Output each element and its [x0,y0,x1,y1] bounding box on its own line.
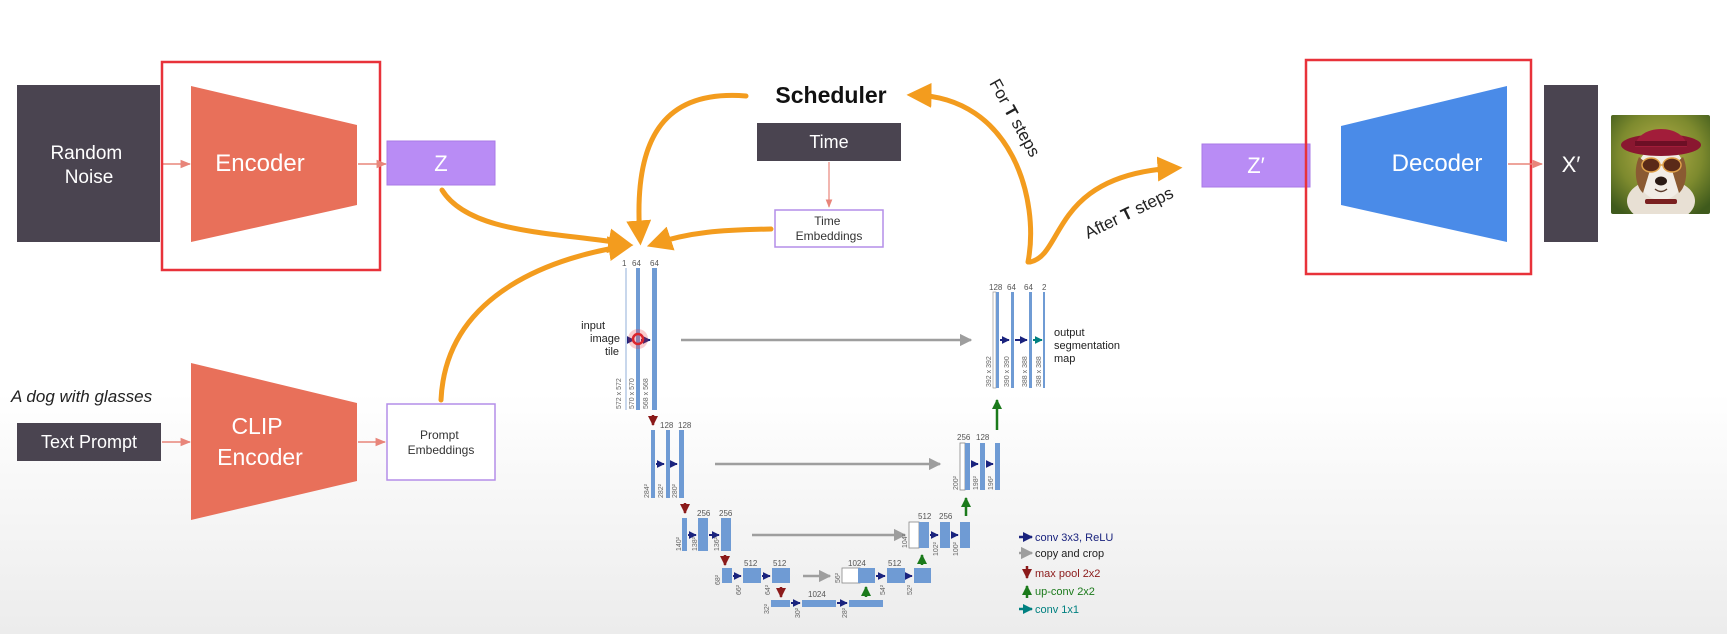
legend-conv-label: conv 3x3, ReLU [1035,532,1113,544]
z-prime-label: Z′ [1247,153,1265,178]
svg-text:570 x 570: 570 x 570 [629,378,636,409]
svg-text:66²: 66² [736,584,743,595]
svg-text:388 x 388: 388 x 388 [1036,356,1043,387]
svg-text:568 x 568: 568 x 568 [643,378,650,409]
unet-u3-channel-labels: 512 256 [918,512,953,521]
svg-text:56²: 56² [835,572,842,583]
random-noise-box [17,85,160,242]
svg-text:280²: 280² [672,483,679,498]
x-prime-box [1544,85,1598,242]
time-embeddings-to-unet-arrow [646,226,774,251]
svg-text:284²: 284² [644,483,651,498]
prompt-caption: A dog with glasses [10,387,153,406]
clip-encoder-trapezoid [191,363,357,520]
svg-text:102²: 102² [933,541,940,556]
unet-bottom-channel-label: 1024 [808,590,826,599]
output-segmentation-map-label: output segmentation map [1054,327,1120,365]
svg-text:136²: 136² [714,536,721,551]
prompt-embeddings-label: Prompt Embeddings [408,428,475,457]
svg-text:32²: 32² [764,603,771,614]
unet-l1-size-labels: 572 x 572 570 x 570 568 x 568 [616,378,650,409]
svg-text:28²: 28² [842,607,849,618]
svg-text:54²: 54² [880,584,887,595]
dog-photo-svg [1611,115,1710,214]
svg-text:388 x 388: 388 x 388 [1022,356,1029,387]
random-noise-label: Random Noise [50,143,127,188]
prompt-embeddings-to-unet-arrow [438,236,634,403]
svg-text:282²: 282² [658,483,665,498]
svg-text:138²: 138² [692,536,699,551]
dog-with-glasses-photo [1611,115,1710,214]
time-embeddings-label: Time Embeddings [796,214,863,243]
svg-text:68²: 68² [715,574,722,585]
unet-u4-channel-labels: 1024 512 [848,559,902,568]
svg-text:104²: 104² [902,533,909,548]
svg-text:64²: 64² [765,584,772,595]
unet-legend: conv 3x3, ReLU copy and crop max pool 2x… [1019,532,1113,616]
svg-text:392 x 392: 392 x 392 [986,356,993,387]
text-prompt-box [17,423,161,461]
time-embeddings-box [774,209,884,248]
svg-text:100²: 100² [953,541,960,556]
svg-text:140²: 140² [676,536,683,551]
unet-l2-size-labels: 284² 282² 280² [644,483,679,498]
time-label: Time [809,132,848,152]
unet-u1-size-labels: 392 x 392 390 x 390 388 x 388 388 x 388 [986,356,1043,387]
svg-text:390 x 390: 390 x 390 [1004,356,1011,387]
input-image-tile-label: input image tile [581,320,620,358]
unet-u3-size-labels: 104² 102² 100² [902,533,960,556]
scheduler-to-unet-arrow [626,92,749,246]
z-label: Z [434,151,447,176]
unet-u2-channel-labels: 256 128 [957,433,990,442]
for-t-steps-label: For T steps [986,76,1044,160]
encoder-trapezoid [191,86,357,242]
svg-text:200²: 200² [953,475,960,490]
unet-u1-channel-labels: 128 64 64 2 [989,283,1047,292]
red-circle-cursor-icon [631,332,645,346]
unet-bar-l1a [636,268,640,410]
z-to-unet-arrow [439,187,634,254]
unet-bar-l1b [652,268,657,410]
orange-flow-arrows [438,82,1183,403]
legend-copy-label: copy and crop [1035,548,1104,560]
unet-bottom-size-labels: 32² 30² 28² [764,603,849,618]
encoder-label: Encoder [215,150,304,177]
unet-l3-channel-labels: 256 256 [697,509,733,518]
prompt-embeddings-box [386,403,496,481]
decoder-trapezoid [1341,86,1507,242]
unet-to-z-prime-arrow [1027,156,1183,265]
unet-u2-size-labels: 200² 198² 196² [953,475,995,490]
unet-l2-channel-labels: 128 128 [660,421,692,430]
z-prime-box [1201,143,1311,188]
unet-u4-size-labels: 56² 54² 52² [835,572,914,595]
svg-text:572 x 572: 572 x 572 [616,378,623,409]
svg-text:198²: 198² [973,475,980,490]
unet-l4-size-labels: 68² 66² 64² [715,574,772,595]
decoder-label: Decoder [1392,150,1483,177]
clip-encoder-label: CLIP Encoder [217,413,303,470]
legend-maxpool-label: max pool 2x2 [1035,568,1100,580]
x-prime-label: X′ [1562,152,1581,177]
legend-upconv-label: up-conv 2x2 [1035,586,1095,598]
unet-l1-channel-labels: 1 64 64 [622,259,659,268]
unet-input-bar [625,268,627,410]
scheduler-label: Scheduler [775,82,886,108]
unet-l4-channel-labels: 512 512 [744,559,787,568]
unet-to-scheduler-arrow [906,82,1034,265]
z-box [386,140,496,186]
unet-diagram: input image tile 1 64 64 572 x 572 570 x 570… [581,259,1120,618]
unet-l3-size-labels: 140² 138² 136² [676,536,721,551]
text-prompt-label: Text Prompt [41,432,137,452]
svg-text:52²: 52² [907,584,914,595]
cursor-glow [628,329,648,349]
time-box [757,123,901,161]
svg-text:30²: 30² [795,607,802,618]
legend-conv1x1-label: conv 1x1 [1035,604,1079,616]
svg-text:196²: 196² [988,475,995,490]
decoder-highlight-frame [1304,58,1533,276]
